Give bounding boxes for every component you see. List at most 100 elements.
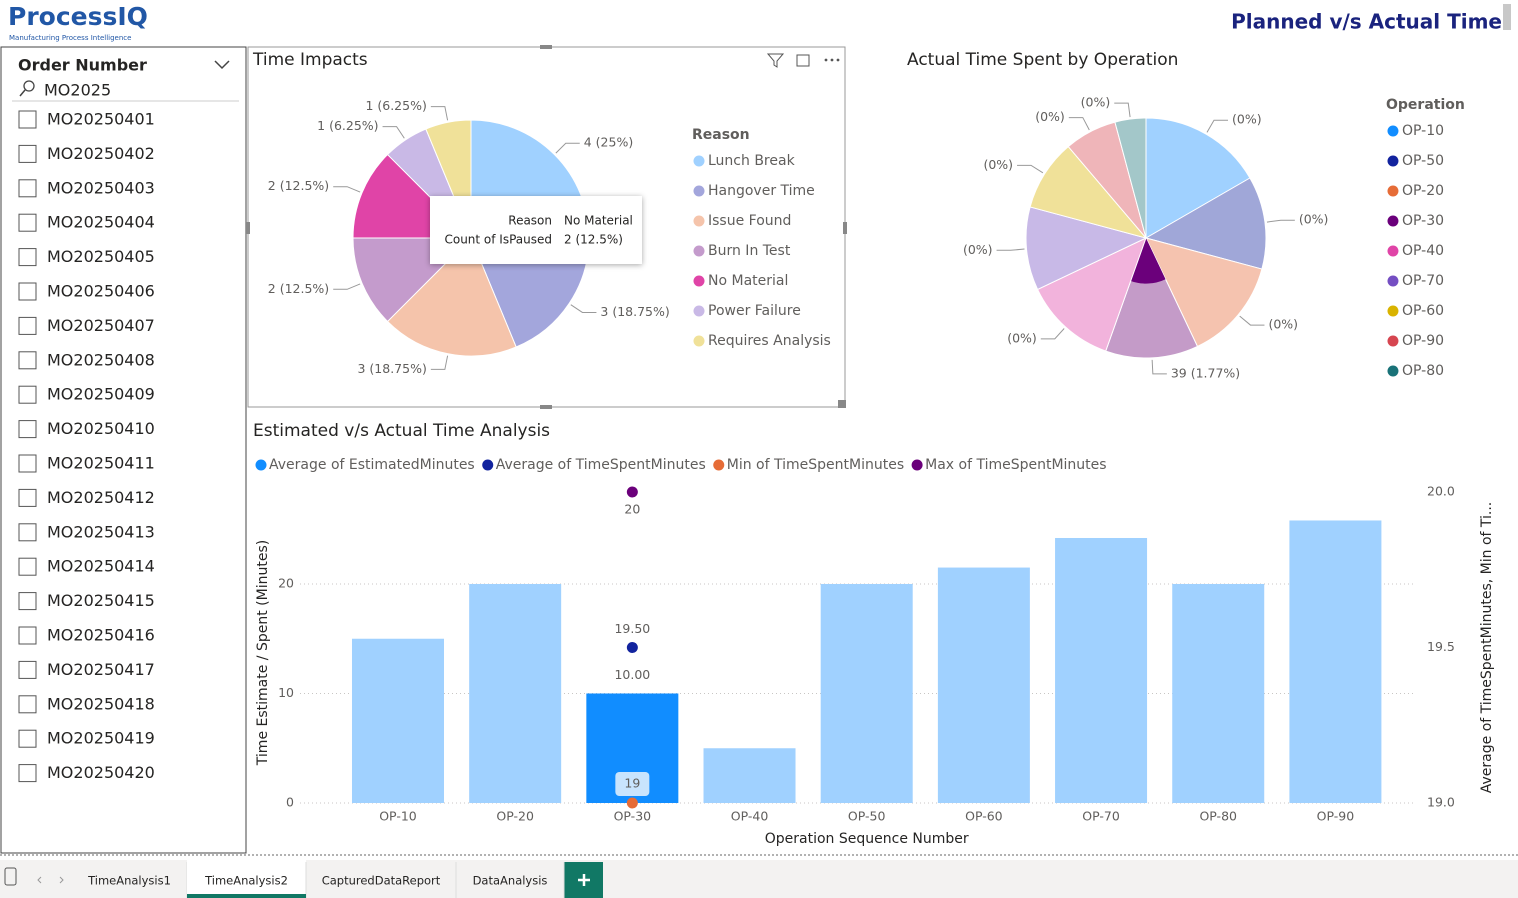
slicer-item[interactable]: MO20250409: [47, 385, 155, 404]
checkbox[interactable]: [18, 592, 37, 611]
pie-slice[interactable]: [1025, 206, 1148, 291]
legend-label[interactable]: OP-50: [1402, 153, 1444, 169]
data-label: 3 (18.75%): [600, 304, 669, 319]
bar[interactable]: [469, 583, 562, 803]
checkbox[interactable]: [18, 557, 37, 576]
legend-label[interactable]: OP-20: [1402, 183, 1444, 199]
slicer-item[interactable]: MO20250418: [47, 694, 155, 713]
focus-icon[interactable]: [796, 54, 810, 67]
point[interactable]: [626, 486, 638, 498]
legend-label[interactable]: Min of TimeSpentMinutes: [727, 457, 904, 473]
slicer-item[interactable]: MO20250405: [47, 247, 155, 266]
mobile-icon[interactable]: [4, 867, 17, 886]
legend-label[interactable]: Burn In Test: [708, 243, 791, 259]
checkbox[interactable]: [18, 695, 37, 714]
pie-slice[interactable]: [1145, 237, 1263, 348]
checkbox[interactable]: [18, 626, 37, 645]
checkbox[interactable]: [18, 144, 37, 163]
data-label: (0%): [1035, 109, 1065, 124]
legend-label[interactable]: Requires Analysis: [708, 333, 831, 349]
slicer-item[interactable]: MO20250414: [47, 557, 155, 576]
legend-label[interactable]: Hangover Time: [708, 183, 815, 199]
checkbox[interactable]: [18, 179, 37, 198]
slicer-item[interactable]: MO20250408: [47, 350, 155, 369]
legend-label[interactable]: OP-40: [1402, 243, 1444, 259]
slicer-item[interactable]: MO20250404: [47, 213, 155, 232]
more-icon[interactable]: [824, 58, 840, 62]
tab[interactable]: TimeAnalysis1: [87, 874, 171, 888]
checkbox[interactable]: [18, 213, 37, 232]
checkbox[interactable]: [18, 764, 37, 783]
filter-icon[interactable]: [766, 53, 785, 68]
slicer-item[interactable]: MO20250407: [47, 316, 155, 335]
slicer-item[interactable]: MO20250420: [47, 763, 155, 782]
legend-label[interactable]: Power Failure: [708, 303, 801, 319]
checkbox[interactable]: [18, 523, 37, 542]
legend-marker: [482, 459, 494, 471]
chevron[interactable]: [214, 60, 230, 70]
legend-label[interactable]: Max of TimeSpentMinutes: [925, 457, 1106, 473]
bar[interactable]: [703, 748, 796, 803]
bar[interactable]: [1289, 520, 1382, 803]
legend-label[interactable]: OP-90: [1402, 333, 1444, 349]
tab[interactable]: CapturedDataReport: [322, 874, 441, 888]
legend-label[interactable]: Lunch Break: [708, 153, 796, 169]
bar[interactable]: [1172, 583, 1265, 803]
slicer-item[interactable]: MO20250410: [47, 419, 155, 438]
chart-title: Actual Time Spent by Operation: [907, 50, 1178, 70]
tab[interactable]: TimeAnalysis2: [204, 874, 288, 888]
tab[interactable]: DataAnalysis: [473, 874, 548, 888]
checkbox[interactable]: [18, 420, 37, 439]
checkbox[interactable]: [18, 351, 37, 370]
bar[interactable]: [937, 567, 1030, 803]
tab-arrows[interactable]: [37, 876, 64, 884]
legend-label[interactable]: Average of TimeSpentMinutes: [496, 457, 706, 473]
slicer-item[interactable]: MO20250419: [47, 729, 155, 748]
pie-slice[interactable]: [1105, 236, 1199, 359]
bar[interactable]: [351, 638, 444, 803]
slicer-item[interactable]: MO20250406: [47, 282, 155, 301]
checkbox[interactable]: [18, 454, 37, 473]
bar[interactable]: [1055, 537, 1148, 803]
slicer-item[interactable]: MO20250402: [47, 144, 155, 163]
slicer-item[interactable]: MO20250401: [47, 110, 155, 129]
legend-label[interactable]: OP-60: [1402, 303, 1444, 319]
slicer-item[interactable]: MO20250416: [47, 626, 155, 645]
checkbox[interactable]: [18, 316, 37, 335]
checkbox[interactable]: [18, 248, 37, 267]
x-tick-label: OP-70: [1082, 809, 1120, 824]
pie-slice[interactable]: [386, 237, 517, 357]
slicer-item[interactable]: MO20250413: [47, 522, 155, 541]
pie-slice[interactable]: [1114, 117, 1147, 239]
legend-label[interactable]: No Material: [708, 273, 788, 289]
legend-marker: [1387, 215, 1399, 227]
slicer-item[interactable]: MO20250412: [47, 488, 155, 507]
checkbox[interactable]: [18, 660, 37, 679]
pie-slice[interactable]: [1144, 177, 1267, 270]
point[interactable]: [626, 797, 638, 809]
checkbox[interactable]: [18, 385, 37, 404]
scrollbar: [1503, 4, 1511, 30]
legend-label[interactable]: OP-10: [1402, 123, 1444, 139]
slicer-search[interactable]: MO2025: [44, 81, 111, 100]
slicer-item[interactable]: MO20250411: [47, 454, 155, 473]
legend-label[interactable]: Issue Found: [708, 213, 791, 229]
slicer-item[interactable]: MO20250403: [47, 178, 155, 197]
point[interactable]: [626, 642, 638, 653]
chart-title: Time Impacts: [252, 50, 368, 70]
bar[interactable]: [820, 583, 913, 803]
checkbox[interactable]: [18, 488, 37, 507]
slicer-item[interactable]: MO20250417: [47, 660, 155, 679]
slicer-item[interactable]: MO20250415: [47, 591, 155, 610]
legend-label[interactable]: OP-30: [1402, 213, 1444, 229]
pie-slice[interactable]: [1036, 237, 1147, 352]
checkbox[interactable]: [18, 729, 37, 748]
checkbox[interactable]: [18, 110, 37, 129]
data-label: 19: [624, 776, 640, 791]
pie-slice[interactable]: [1145, 117, 1251, 239]
legend-label[interactable]: Average of EstimatedMinutes: [269, 457, 475, 473]
checkbox[interactable]: [18, 282, 37, 301]
legend-label[interactable]: OP-70: [1402, 273, 1444, 289]
legend-title: Reason: [692, 127, 750, 143]
legend-label[interactable]: OP-80: [1402, 363, 1444, 379]
